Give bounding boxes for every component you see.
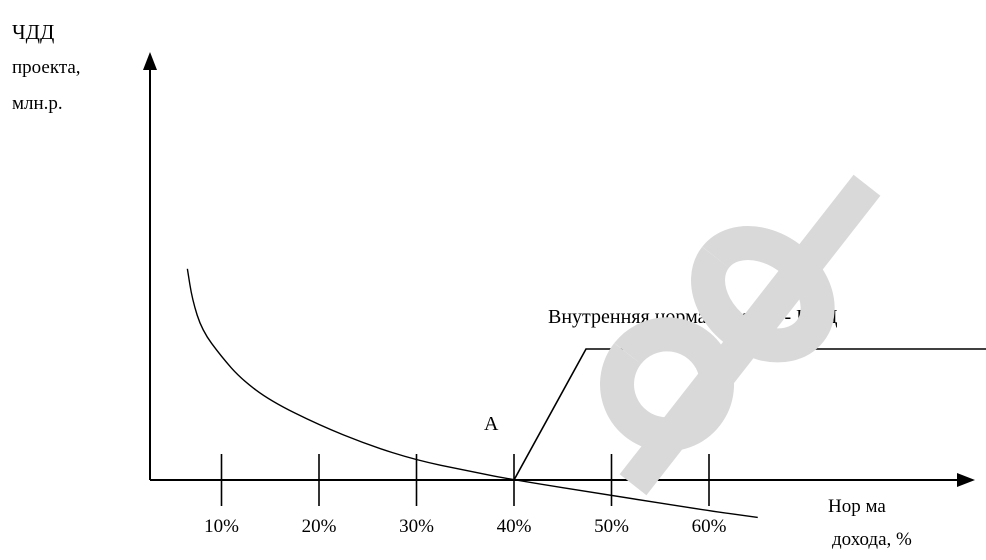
x-tick-label: 60% — [692, 516, 727, 537]
point-a-label: А — [484, 413, 499, 435]
x-axis-label-line-2: дохода, % — [832, 529, 912, 550]
x-tick-label: 10% — [204, 516, 239, 537]
y-axis-label-line-3: млн.р. — [12, 93, 63, 114]
x-axis-arrow — [957, 473, 975, 487]
y-axis-label-line-1: ЧДД — [12, 20, 55, 44]
x-axis-label-line-1: Нор ма — [828, 496, 886, 517]
x-tick-label: 40% — [497, 516, 532, 537]
x-tick-label: 30% — [399, 516, 434, 537]
x-tick-labels: 10% 20% 30% 40% 50% 60% — [204, 516, 727, 537]
y-axis-arrow — [143, 52, 157, 70]
npv-curve — [186, 268, 758, 519]
x-tick-label: 50% — [594, 516, 629, 537]
irr-annotation: Внутренняя норма доходов - ВНД — [548, 306, 838, 328]
irr-leader-line — [513, 348, 986, 481]
x-tick-label: 20% — [302, 516, 337, 537]
axes — [143, 52, 975, 487]
y-axis-label-line-2: проекта, — [12, 57, 81, 78]
